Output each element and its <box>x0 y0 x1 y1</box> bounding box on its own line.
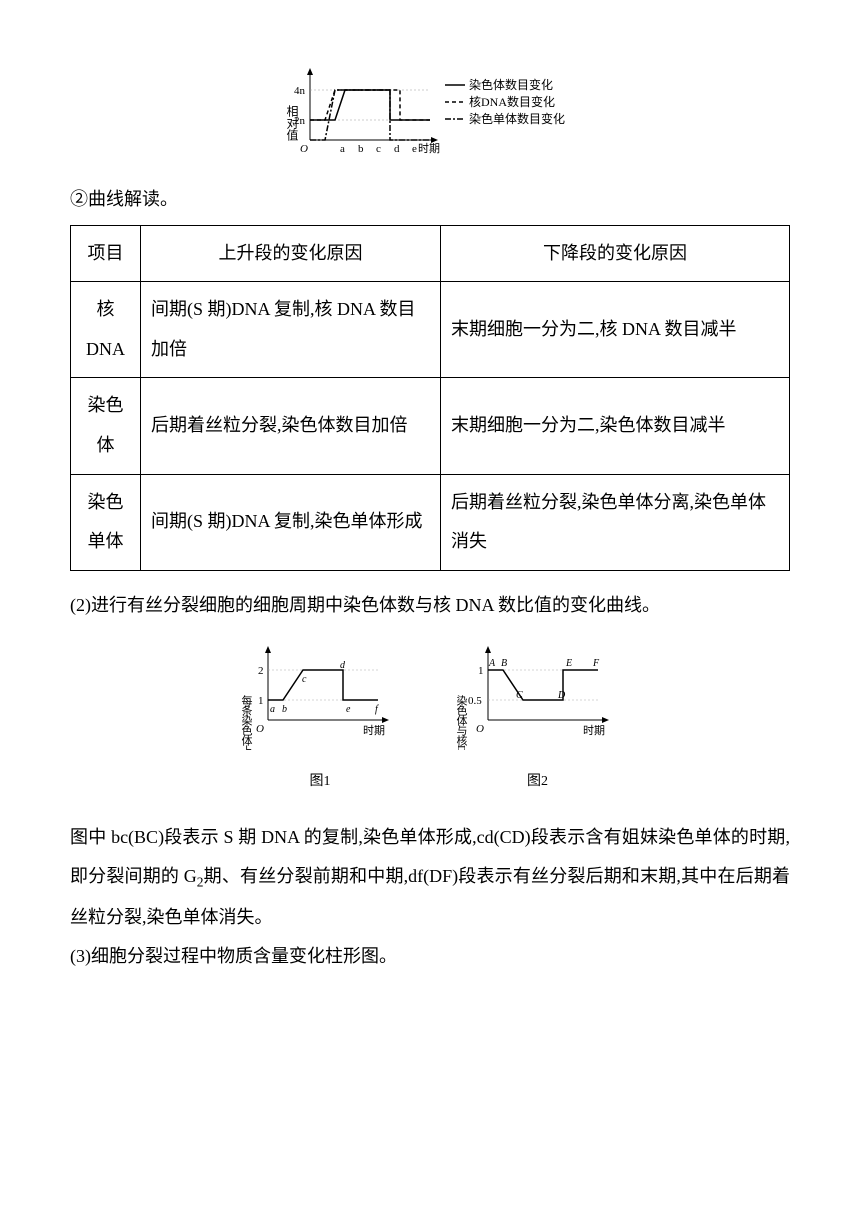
legend-solid: 染色体数目变化 <box>469 77 553 92</box>
td-dna-rise: 间期(S 期)DNA 复制,核 DNA 数目加倍 <box>141 282 441 378</box>
xtick-c: c <box>376 143 381 155</box>
c1-c: c <box>302 674 307 685</box>
xtick-b: b <box>358 143 364 155</box>
chart2-ylabel: 染色体与核DNA数目比值 <box>455 694 468 750</box>
chart1-ylabel: 每条染色体上DNA含量 <box>240 694 253 750</box>
th-fall: 下降段的变化原因 <box>441 225 790 282</box>
c1-y1: 1 <box>258 695 264 707</box>
c2-yarrow <box>485 646 491 653</box>
section2-heading: ②曲线解读。 <box>70 180 790 220</box>
c2-y05: 0.5 <box>468 695 482 707</box>
dual-chart-row: 每条染色体上DNA含量 2 1 O a b c d e f 时期 图 <box>70 640 790 797</box>
c1-a: a <box>270 704 275 715</box>
r2c1b: 体 <box>97 435 115 455</box>
c2-y1: 1 <box>478 665 484 677</box>
chart1-svg: 每条染色体上DNA含量 2 1 O a b c d e f 时期 <box>233 640 408 750</box>
solid-line <box>310 90 430 120</box>
c1-d: d <box>340 660 346 671</box>
c2-line <box>488 670 598 700</box>
para-bar: (3)细胞分裂过程中物质含量变化柱形图。 <box>70 937 790 977</box>
c2-A: A <box>488 658 496 669</box>
table-row: 染色体 后期着丝粒分裂,染色体数目加倍 末期细胞一分为二,染色体数目减半 <box>71 378 790 474</box>
top-chart-container: 相对值 4n 2n O a b c d e 时期 <box>70 60 790 160</box>
r1c1b: DNA <box>86 339 125 359</box>
c1-xarrow <box>382 717 389 723</box>
td-chrom-rise: 后期着丝粒分裂,染色体数目加倍 <box>141 378 441 474</box>
c2-xarrow <box>602 717 609 723</box>
c2-origin: O <box>476 723 484 735</box>
c2-E: E <box>565 658 572 669</box>
chart2-caption: 图2 <box>448 767 628 798</box>
table-row: 核 DNA 间期(S 期)DNA 复制,核 DNA 数目加倍 末期细胞一分为二,核… <box>71 282 790 378</box>
table-header-row: 项目 上升段的变化原因 下降段的变化原因 <box>71 225 790 282</box>
subscript-2: 2 <box>197 875 204 890</box>
c1-e: e <box>346 704 351 715</box>
top-chart-svg: 相对值 4n 2n O a b c d e 时期 <box>280 60 580 160</box>
r1c1a: 核 <box>97 299 115 319</box>
xtick-a: a <box>340 143 345 155</box>
td-chromatid-fall: 后期着丝粒分裂,染色单体分离,染色单体消失 <box>441 474 790 570</box>
para-ratio: (2)进行有丝分裂细胞的细胞周期中染色体数与核 DNA 数比值的变化曲线。 <box>70 586 790 626</box>
c1-y2: 2 <box>258 665 264 677</box>
c2-xlabel: 时期 <box>583 724 605 737</box>
c2-D: D <box>557 690 566 701</box>
explanation-table: 项目 上升段的变化原因 下降段的变化原因 核 DNA 间期(S 期)DNA 复制,… <box>70 225 790 571</box>
chart1-caption: 图1 <box>233 767 408 798</box>
td-dna-label: 核 DNA <box>71 282 141 378</box>
r3c1b: 单体 <box>88 531 124 551</box>
ytick-2n: 2n <box>294 115 306 127</box>
td-chrom-label: 染色体 <box>71 378 141 474</box>
c1-line <box>268 670 378 700</box>
origin: O <box>300 143 308 155</box>
para-explanation: 图中 bc(BC)段表示 S 期 DNA 的复制,染色单体形成,cd(CD)段表… <box>70 818 790 937</box>
td-chromatid-label: 染色单体 <box>71 474 141 570</box>
xtick-d: d <box>394 143 400 155</box>
th-rise: 上升段的变化原因 <box>141 225 441 282</box>
dash-line <box>310 90 430 120</box>
td-chrom-fall: 末期细胞一分为二,染色体数目减半 <box>441 378 790 474</box>
td-chromatid-rise: 间期(S 期)DNA 复制,染色单体形成 <box>141 474 441 570</box>
r3c1a: 染色 <box>88 492 124 512</box>
c1-yarrow <box>265 646 271 653</box>
c1-origin: O <box>256 723 264 735</box>
table-row: 染色单体 间期(S 期)DNA 复制,染色单体形成 后期着丝粒分裂,染色单体分离… <box>71 474 790 570</box>
chart2-wrapper: 染色体与核DNA数目比值 1 0.5 O A B C D E F 时期 <box>448 640 628 797</box>
th-item: 项目 <box>71 225 141 282</box>
r2c1a: 染色 <box>88 395 124 415</box>
legend-dash: 核DNA数目变化 <box>469 94 555 109</box>
y-arrow <box>307 68 313 75</box>
top-xlabel: 时期 <box>418 142 440 155</box>
xtick-e: e <box>412 143 417 155</box>
c2-C: C <box>516 690 523 701</box>
c1-xlabel: 时期 <box>363 724 385 737</box>
td-dna-fall: 末期细胞一分为二,核 DNA 数目减半 <box>441 282 790 378</box>
c2-F: F <box>592 658 600 669</box>
chart1-wrapper: 每条染色体上DNA含量 2 1 O a b c d e f 时期 图 <box>233 640 408 797</box>
legend-dashdot: 染色单体数目变化 <box>469 111 565 126</box>
chart2-svg: 染色体与核DNA数目比值 1 0.5 O A B C D E F 时期 <box>448 640 628 750</box>
c2-B: B <box>501 658 507 669</box>
c1-b: b <box>282 704 287 715</box>
c1-f: f <box>375 704 379 715</box>
dashdot-line <box>310 90 430 140</box>
ytick-4n: 4n <box>294 85 306 97</box>
